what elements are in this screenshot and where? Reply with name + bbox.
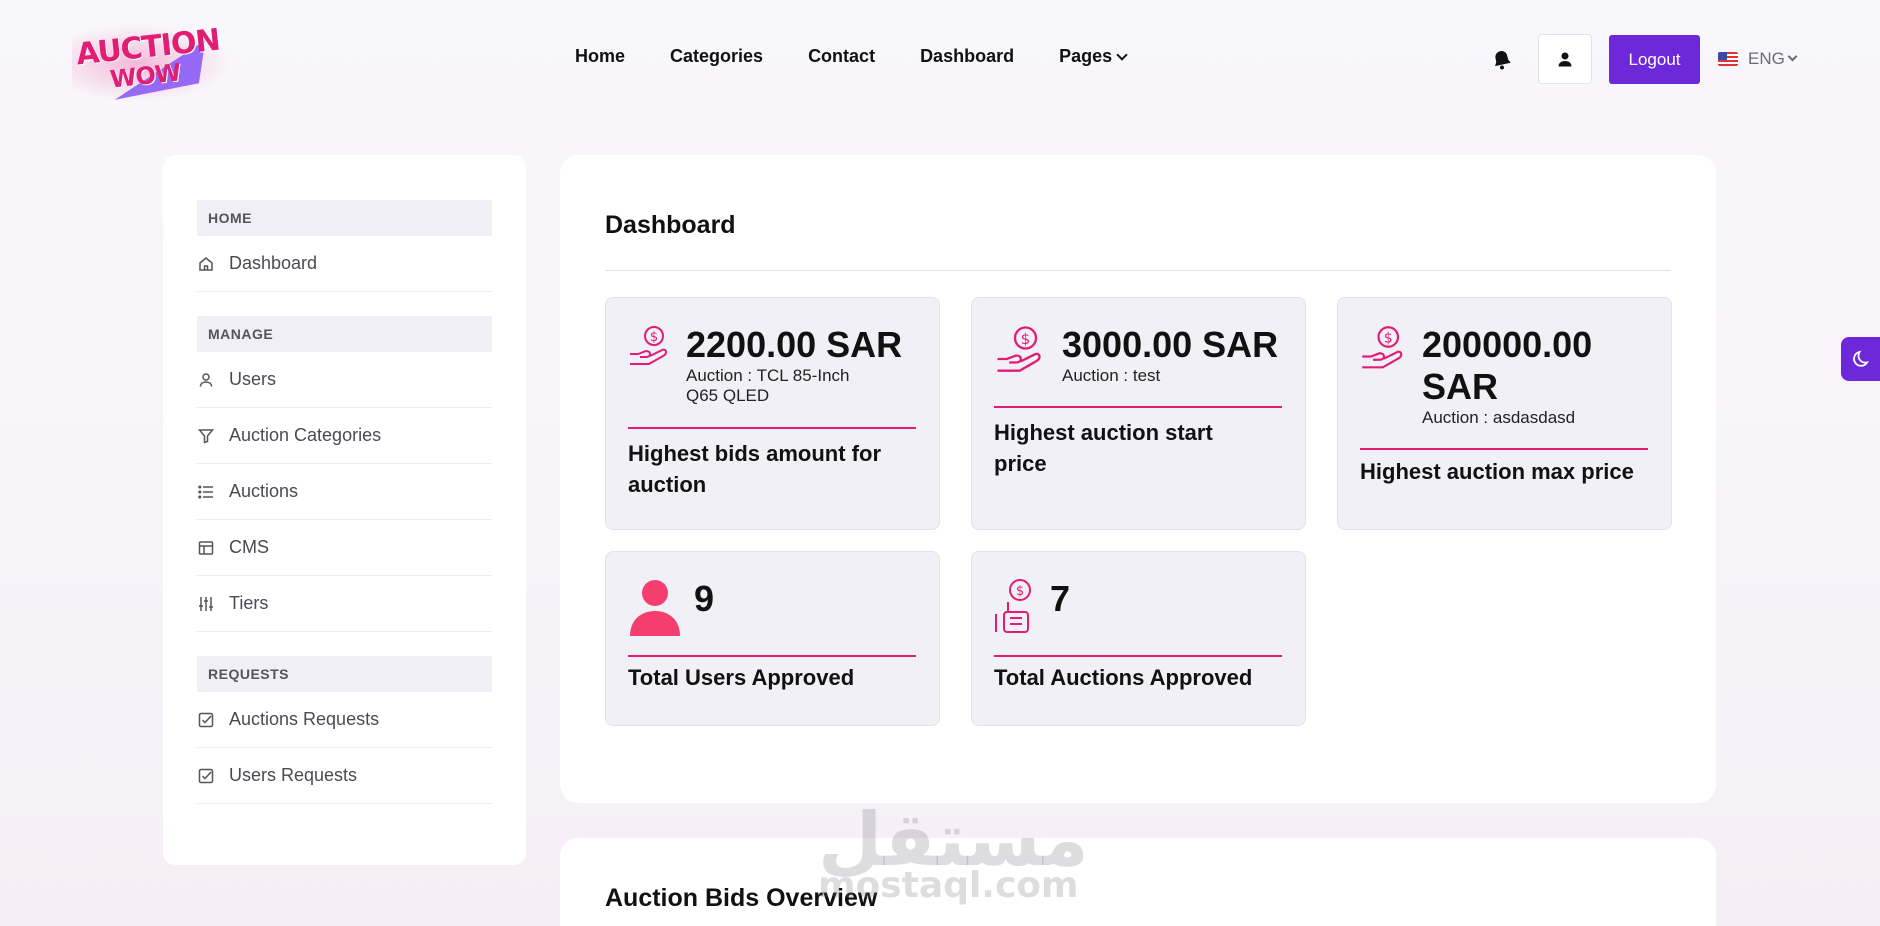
card-divider <box>628 655 916 657</box>
nav-pages-dropdown[interactable]: Pages <box>1059 46 1128 67</box>
watermark-arabic: مستقل <box>818 797 1089 883</box>
moon-icon <box>1853 350 1869 367</box>
chevron-down-icon <box>1116 48 1128 61</box>
title-divider <box>605 270 1671 271</box>
hand-money-icon: $ <box>994 578 1038 641</box>
sidebar-item-label: Auctions Requests <box>229 709 380 729</box>
watermark: مستقل mostaql.com <box>818 797 1089 910</box>
stat-card-highest-bids: $ 2200.00 SAR Auction : TCL 85-Inch Q65 … <box>605 297 940 530</box>
sidebar-item-auction-categories[interactable]: Auction Categories <box>197 408 492 464</box>
svg-text:$: $ <box>1021 330 1031 348</box>
stat-label: Highest bids amount for auction <box>628 441 881 497</box>
profile-button[interactable] <box>1538 34 1592 84</box>
stat-label: Total Auctions Approved <box>994 665 1253 690</box>
sidebar-item-label: Tiers <box>229 593 269 613</box>
sidebar-item-auctions[interactable]: Auctions <box>197 464 492 520</box>
sidebar-item-tiers[interactable]: Tiers <box>197 576 492 632</box>
stat-subtitle: Auction : test <box>1062 366 1161 385</box>
sidebar-item-dashboard[interactable]: Dashboard <box>197 236 492 292</box>
stat-card-highest-start-price: $ 3000.00 SAR Auction : test Highest auc… <box>971 297 1306 530</box>
sidebar-heading-manage: MANAGE <box>197 316 492 352</box>
stat-card-total-auctions: $ 7 Total Auctions Approved <box>971 551 1306 726</box>
section-title: Auction Bids Overview <box>605 884 878 912</box>
stat-card-highest-max-price: $ 200000.00 SAR Auction : asdasdasd High… <box>1337 297 1672 530</box>
sidebar-item-label: Auctions <box>229 481 299 501</box>
card-divider <box>994 406 1282 408</box>
sidebar-item-label: Users Requests <box>229 765 358 785</box>
bell-icon[interactable] <box>1490 48 1514 72</box>
stat-label: Highest auction start price <box>994 420 1213 476</box>
stat-value: 9 <box>694 578 715 619</box>
sidebar-heading-home: HOME <box>197 200 492 236</box>
nav-contact[interactable]: Contact <box>808 46 876 66</box>
card-divider <box>1360 448 1648 450</box>
stat-value: 3000.00 SAR <box>1062 324 1279 365</box>
svg-text:$: $ <box>1384 330 1393 346</box>
stat-subtitle: Auction : asdasdasd <box>1422 408 1576 427</box>
list-icon <box>197 483 215 501</box>
sidebar: HOME Dashboard MANAGE Users Auction Cate… <box>163 155 526 865</box>
layout-icon <box>197 539 215 557</box>
nav-home[interactable]: Home <box>575 46 626 66</box>
sliders-icon <box>197 595 215 613</box>
sidebar-item-users[interactable]: Users <box>197 352 492 408</box>
card-divider <box>628 427 916 429</box>
stat-subtitle: Auction : TCL 85-Inch Q65 QLED <box>686 366 850 405</box>
sidebar-item-cms[interactable]: CMS <box>197 520 492 576</box>
user-icon <box>197 371 215 389</box>
page-title: Dashboard <box>605 211 736 239</box>
stat-value: 200000.00 SAR <box>1422 324 1593 407</box>
stat-value: 7 <box>1050 578 1071 619</box>
hand-coin-icon: $ <box>628 324 674 377</box>
stat-card-total-users: 9 Total Users Approved <box>605 551 940 726</box>
svg-text:$: $ <box>650 330 658 345</box>
sidebar-item-auctions-requests[interactable]: Auctions Requests <box>197 692 492 748</box>
hand-coin-icon: $ <box>1360 324 1410 381</box>
checkbox-icon <box>197 767 215 785</box>
us-flag-icon <box>1718 52 1738 66</box>
filter-icon <box>197 427 215 445</box>
svg-text:$: $ <box>1016 584 1024 599</box>
logout-button[interactable]: Logout <box>1609 35 1700 84</box>
card-divider <box>994 655 1282 657</box>
language-label: ENG <box>1748 49 1785 68</box>
hand-coin-icon: $ <box>994 324 1050 385</box>
main-nav: Home Categories Contact Dashboard Pages <box>575 46 1128 67</box>
stat-value: 2200.00 SAR <box>686 324 903 365</box>
nav-categories[interactable]: Categories <box>670 46 764 66</box>
sidebar-item-label: Users <box>229 369 277 389</box>
sidebar-heading-requests: REQUESTS <box>197 656 492 692</box>
stat-label: Highest auction max price <box>1360 459 1634 484</box>
sidebar-item-label: CMS <box>229 537 269 557</box>
language-selector[interactable]: ENG <box>1718 49 1798 69</box>
stat-label: Total Users Approved <box>628 665 855 690</box>
header: AUCTION WOW Home Categories Contact Dash… <box>0 0 1880 120</box>
auction-bids-overview-panel: Auction Bids Overview <box>560 838 1716 926</box>
user-icon <box>1558 52 1572 67</box>
home-icon <box>197 255 215 273</box>
sidebar-item-label: Auction Categories <box>229 425 382 445</box>
nav-pages-label: Pages <box>1059 46 1113 66</box>
sidebar-item-users-requests[interactable]: Users Requests <box>197 748 492 804</box>
watermark-latin: mostaql.com <box>818 865 1079 906</box>
dark-mode-toggle[interactable] <box>1841 337 1880 381</box>
chevron-down-icon <box>1787 51 1798 62</box>
checkbox-icon <box>197 711 215 729</box>
sidebar-item-label: Dashboard <box>229 253 318 273</box>
logo[interactable]: AUCTION WOW <box>62 18 242 104</box>
nav-dashboard[interactable]: Dashboard <box>920 46 1015 66</box>
dashboard-panel: Dashboard $ 2200.00 SAR Auction : TCL 85… <box>560 155 1716 803</box>
logo-glow <box>72 24 232 102</box>
user-icon <box>628 578 682 641</box>
